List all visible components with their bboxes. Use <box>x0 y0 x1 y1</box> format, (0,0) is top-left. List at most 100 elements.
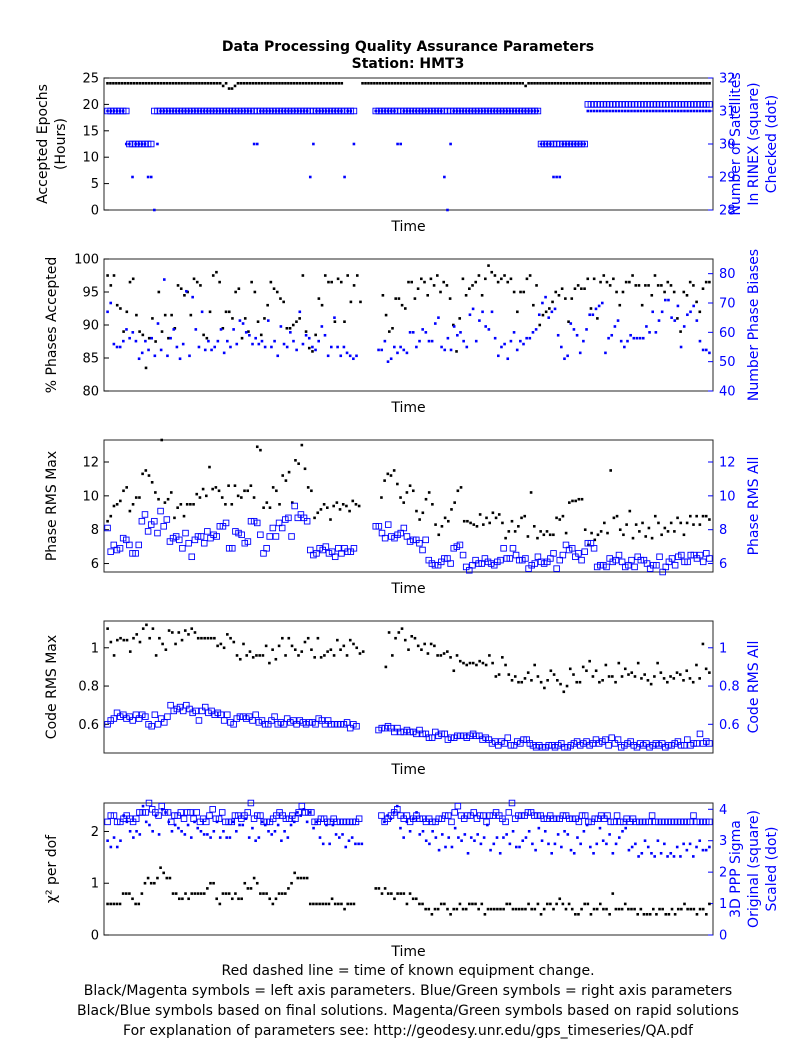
data-point-square <box>197 533 205 540</box>
data-point-dot <box>670 907 674 911</box>
data-point-dot <box>698 523 702 526</box>
data-point-dot <box>224 310 228 314</box>
data-point-dot <box>701 348 705 352</box>
data-point-dot <box>299 876 303 880</box>
data-point-dot <box>505 833 508 836</box>
data-point-dot <box>162 81 166 85</box>
data-point-dot <box>399 81 403 85</box>
data-point-dot <box>340 81 344 85</box>
data-point-dot <box>121 892 125 895</box>
data-point-square <box>308 809 315 816</box>
data-point-dot <box>494 675 498 678</box>
data-point-dot <box>676 516 679 520</box>
data-point-square <box>531 560 539 567</box>
data-point-square <box>104 818 111 826</box>
data-point-dot <box>241 322 245 325</box>
data-point-dot <box>656 661 659 665</box>
data-point-dot <box>477 109 480 113</box>
data-point-dot <box>429 81 433 85</box>
data-point-dot <box>191 295 194 299</box>
data-point-dot <box>195 81 198 85</box>
data-point-dot <box>230 87 234 90</box>
data-point-dot <box>193 892 197 895</box>
data-point-dot <box>235 654 239 657</box>
data-point-dot <box>172 328 176 331</box>
data-point-dot <box>314 333 317 337</box>
data-point-dot <box>708 81 711 85</box>
data-point-dot <box>446 650 449 653</box>
data-point-dot <box>347 839 351 843</box>
data-point-dot <box>339 648 342 651</box>
data-point-dot <box>272 81 275 85</box>
data-point-dot <box>348 509 351 513</box>
data-point-dot <box>648 912 652 916</box>
data-point-dot <box>605 842 608 846</box>
data-point-dot <box>559 682 562 686</box>
data-point-dot <box>430 109 434 113</box>
data-point-dot <box>408 829 412 833</box>
data-point-dot <box>413 297 417 300</box>
right-tick-label: 30 <box>719 138 736 153</box>
data-point-dot <box>302 109 306 113</box>
data-point-dot <box>550 851 554 855</box>
left-axis-label: (Hours) <box>53 118 69 170</box>
data-point-square <box>581 548 588 555</box>
data-point-dot <box>638 530 641 533</box>
data-point-dot <box>240 496 243 499</box>
data-point-dot <box>563 357 566 361</box>
data-point-dot <box>613 81 616 85</box>
data-point-dot <box>158 636 161 640</box>
data-point-dot <box>352 902 356 906</box>
data-point-dot <box>418 339 421 343</box>
data-point-square <box>229 545 236 552</box>
data-point-dot <box>186 81 189 85</box>
left-axis-label: Code RMS Max <box>44 635 60 739</box>
data-point-dot <box>411 897 415 901</box>
data-point-dot <box>491 81 495 85</box>
data-point-dot <box>610 81 613 85</box>
data-point-dot <box>471 109 474 113</box>
data-point-dot <box>394 636 397 640</box>
data-point-dot <box>251 342 254 346</box>
data-point-dot <box>252 142 256 146</box>
data-point-dot <box>290 109 293 113</box>
data-point-dot <box>381 294 385 297</box>
data-point-dot <box>545 142 549 146</box>
data-point-dot <box>189 313 193 317</box>
data-point-dot <box>325 823 328 827</box>
data-point-dot <box>429 277 433 281</box>
data-point-dot <box>423 280 426 284</box>
data-point-dot <box>663 81 667 85</box>
data-point-dot <box>391 654 394 657</box>
data-point-dot <box>605 907 608 911</box>
data-point-dot <box>468 109 471 113</box>
left-tick-label: 0.8 <box>78 680 99 695</box>
data-point-dot <box>209 81 213 85</box>
data-point-dot <box>187 633 190 636</box>
data-point-dot <box>528 274 532 277</box>
data-point-dot <box>550 310 554 314</box>
data-point-square <box>331 553 339 561</box>
data-point-dot <box>515 348 519 352</box>
series-3-right-dot <box>106 109 711 212</box>
data-point-dot <box>500 81 504 85</box>
data-point-dot <box>497 513 501 516</box>
data-point-dot <box>623 109 627 113</box>
data-point-dot <box>161 807 164 811</box>
data-point-dot <box>235 342 239 346</box>
data-point-dot <box>396 142 399 146</box>
data-point-dot <box>161 642 164 646</box>
data-point-dot <box>300 650 304 653</box>
data-point-dot <box>708 280 711 284</box>
data-point-dot <box>405 109 409 113</box>
data-point-dot <box>488 81 492 85</box>
data-point-dot <box>474 109 477 113</box>
data-point-dot <box>171 892 175 895</box>
data-point-dot <box>209 881 212 885</box>
data-point-dot <box>377 109 381 113</box>
data-point-dot <box>410 280 414 284</box>
data-point-dot <box>269 81 272 85</box>
data-point-dot <box>562 690 566 694</box>
data-point-dot <box>549 902 552 906</box>
data-point-dot <box>653 675 656 678</box>
